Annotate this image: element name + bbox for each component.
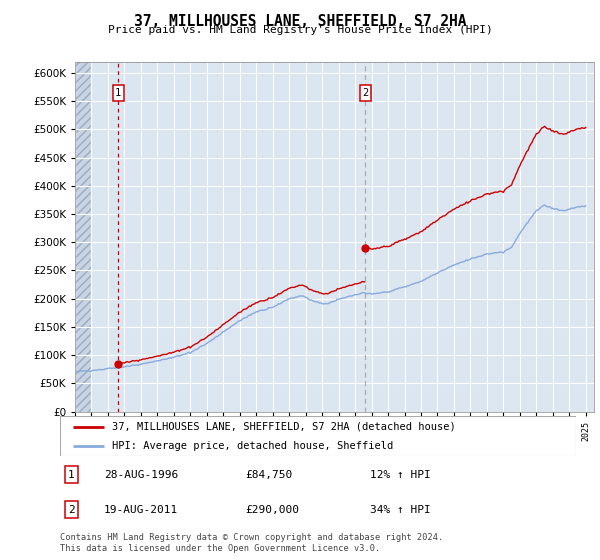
Text: 12% ↑ HPI: 12% ↑ HPI bbox=[370, 470, 430, 479]
Text: £290,000: £290,000 bbox=[246, 505, 300, 515]
Text: 19-AUG-2011: 19-AUG-2011 bbox=[104, 505, 178, 515]
Text: 1: 1 bbox=[68, 470, 75, 479]
Text: HPI: Average price, detached house, Sheffield: HPI: Average price, detached house, Shef… bbox=[112, 441, 393, 450]
Text: 2: 2 bbox=[362, 88, 368, 98]
Text: 1: 1 bbox=[115, 88, 121, 98]
Text: 28-AUG-1996: 28-AUG-1996 bbox=[104, 470, 178, 479]
Text: Contains HM Land Registry data © Crown copyright and database right 2024.
This d: Contains HM Land Registry data © Crown c… bbox=[60, 533, 443, 553]
FancyBboxPatch shape bbox=[60, 416, 576, 456]
Text: 2: 2 bbox=[68, 505, 75, 515]
Text: £84,750: £84,750 bbox=[246, 470, 293, 479]
Text: 37, MILLHOUSES LANE, SHEFFIELD, S7 2HA: 37, MILLHOUSES LANE, SHEFFIELD, S7 2HA bbox=[134, 14, 466, 29]
Text: 37, MILLHOUSES LANE, SHEFFIELD, S7 2HA (detached house): 37, MILLHOUSES LANE, SHEFFIELD, S7 2HA (… bbox=[112, 422, 455, 432]
Text: 34% ↑ HPI: 34% ↑ HPI bbox=[370, 505, 430, 515]
Text: Price paid vs. HM Land Registry's House Price Index (HPI): Price paid vs. HM Land Registry's House … bbox=[107, 25, 493, 35]
